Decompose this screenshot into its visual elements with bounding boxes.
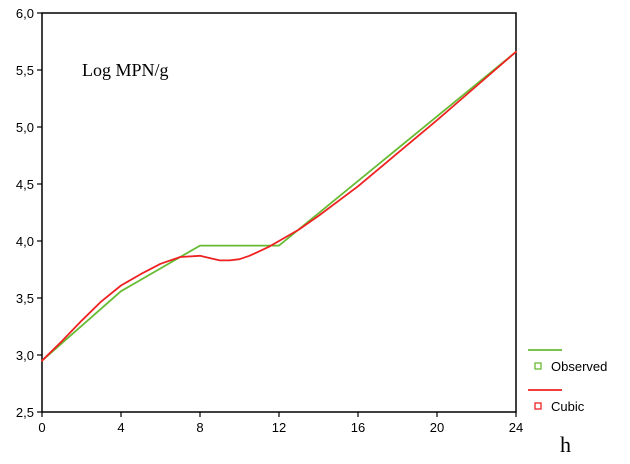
y-tick-label: 4,5 [16, 177, 34, 192]
y-tick-label: 5,0 [16, 120, 34, 135]
x-tick-label: 20 [430, 420, 444, 435]
y-tick-label: 5,5 [16, 63, 34, 78]
y-axis: 2,5 3,0 3,5 4,0 4,5 5,0 5,5 6,0 [16, 6, 42, 420]
series-line-observed [41, 50, 517, 362]
y-tick-label: 3,0 [16, 348, 34, 363]
y-annotation: Log MPN/g [82, 60, 169, 80]
plot-area [41, 12, 517, 413]
x-tick-label: 16 [351, 420, 365, 435]
x-tick-label: 8 [196, 420, 203, 435]
legend-label-observed: Observed [551, 359, 607, 374]
y-tick-label: 3,5 [16, 291, 34, 306]
x-axis: 0 4 8 12 16 20 24 [38, 412, 523, 435]
legend-marker-cubic [534, 402, 542, 410]
legend-label-cubic: Cubic [551, 399, 585, 414]
x-unit-label: h [560, 432, 571, 457]
y-tick-label: 4,0 [16, 234, 34, 249]
y-tick-label: 2,5 [16, 405, 34, 420]
legend: Observed Cubic [528, 349, 607, 414]
x-tick-label: 24 [509, 420, 523, 435]
y-tick-label: 6,0 [16, 6, 34, 21]
series-line-cubic [41, 50, 517, 362]
x-tick-label: 4 [117, 420, 124, 435]
series-layer [41, 50, 517, 362]
x-tick-label: 12 [272, 420, 286, 435]
x-tick-label: 0 [38, 420, 45, 435]
legend-marker-observed [534, 362, 542, 370]
